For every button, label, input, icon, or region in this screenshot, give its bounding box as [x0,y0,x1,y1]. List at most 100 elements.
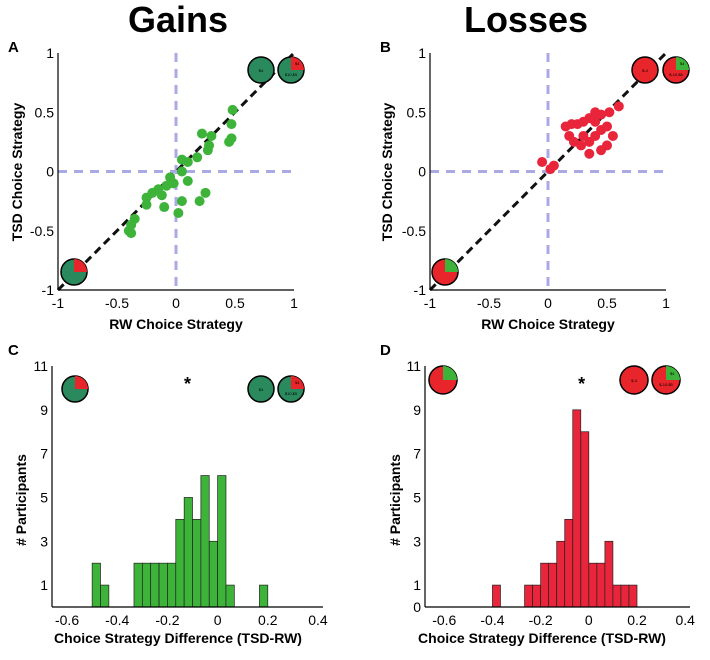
pie-label: $-4 [631,378,638,383]
x-tick-label: -1 [424,295,437,311]
x-tick-label: 1 [662,295,670,311]
y-tick-label: 11 [33,358,48,374]
pie-icon-all-red: $-4 [631,56,659,84]
panel-label-b: B [380,39,391,56]
x-tick-label: -1 [52,295,65,311]
scatter-point [196,128,207,139]
histogram-bars [492,409,638,608]
scatter-point [206,130,217,141]
histogram-bar [532,584,541,608]
x-axis-label: Choice Strategy Difference (TSD-RW) [418,630,666,646]
histogram-bar [133,562,143,608]
y-tick-label: 0.5 [407,104,427,120]
histogram-bar [596,562,606,608]
losses-title: Losses [464,0,588,40]
panel-d-histogram: -0.6 -0.4 -0.2 0 0.2 0.4 11 9 7 5 3 1 0 … [387,358,695,646]
y-tick-labels: 11 9 7 5 3 1 [33,358,48,593]
x-tick-label: -0.2 [155,612,179,628]
x-tick-label: 1 [290,295,298,311]
pie-label: $-10,$5 [659,382,673,387]
histogram-bar [548,562,558,608]
scatter-point [141,199,152,210]
scatter-point [161,180,172,191]
pie-icon-mixed: $4 $-10,$5 [662,56,690,84]
pie-label: $10,$5 [285,72,298,77]
y-tick-label: 1 [46,45,54,61]
x-tick-label: 0 [214,612,222,628]
y-tick-label: 0 [46,164,54,180]
pie-icon-mixed: $4 $10,$5 [277,375,305,403]
scatter-point [590,116,601,127]
scatter-point [176,166,187,177]
y-tick-label: 7 [413,446,421,462]
x-tick-label: -0.4 [480,612,504,628]
y-tick-label: 1 [40,577,48,593]
y-tick-labels: 1 0.5 0 -0.5 -1 [402,45,426,298]
panel-a-scatter: -1 -0.5 0 0.5 1 1 0.5 0 -0.5 -1 RW Choic… [9,45,305,332]
histogram-bar [208,540,218,608]
pie-icon-mixed: $4 $10,$5 [277,56,305,84]
histogram-bar [492,584,501,608]
y-tick-label: 9 [40,402,48,418]
x-tick-label: 0 [172,295,180,311]
y-tick-label: -0.5 [402,223,426,239]
scatter-point [226,119,237,130]
x-tick-labels: -1 -0.5 0 0.5 1 [52,295,298,311]
x-tick-label: 0 [544,295,552,311]
scatter-point [165,172,176,183]
histogram-bars [91,475,269,608]
pie-icon-quarter-red [61,375,89,403]
histogram-bar [91,562,101,608]
significance-marker: * [184,374,191,394]
histogram-bar [183,497,193,608]
y-tick-label: 3 [413,533,421,549]
x-axis-label: RW Choice Strategy [481,316,615,332]
data-points [123,104,238,239]
pie-label: $4 [295,380,300,385]
x-tick-label: -0.6 [432,612,456,628]
scatter-point [159,202,170,213]
y-axis-label: # Participants [13,454,29,546]
x-tick-label: -0.6 [55,612,79,628]
scatter-point [604,107,615,118]
panel-label-d: D [380,342,391,359]
scatter-point [584,148,595,159]
x-tick-label: 0.2 [627,612,647,628]
panel-b-scatter: -1 -0.5 0 0.5 1 1 0.5 0 -0.5 -1 RW Choic… [379,45,690,332]
y-axis-label: TSD Choice Strategy [379,103,395,242]
x-tick-label: 0.5 [597,295,617,311]
scatter-point [194,196,205,207]
histogram-bar [556,540,566,608]
scatter-point [176,196,187,207]
pie-label: $4 [670,371,675,376]
scatter-point [602,121,612,132]
panel-c-histogram: -0.6 -0.4 -0.2 0 0.2 0.4 11 9 7 5 3 1 * … [13,358,328,646]
x-tick-label: 0.5 [225,295,245,311]
x-tick-label: 0.4 [308,612,328,628]
y-tick-label: 9 [413,402,421,418]
histogram-bar [158,562,168,608]
histogram-bar [192,519,202,608]
pie-icon-quarter-green [428,365,458,395]
pie-icon-mixed: $4 $-10,$5 [651,365,681,395]
histogram-bar [259,584,269,608]
y-tick-label: -0.5 [30,223,54,239]
histogram-bar [628,584,638,608]
scatter-point [141,192,152,203]
pie-icon-quarter-green [431,258,459,286]
histogram-bar [572,409,582,608]
histogram-bar [225,584,235,608]
x-tick-label: -0.4 [105,612,129,628]
y-tick-label: 5 [40,489,48,505]
histogram-bar [564,519,574,608]
panel-label-c: C [8,342,19,359]
data-points [537,101,624,175]
x-tick-labels: -0.6 -0.4 -0.2 0 0.2 0.4 [55,612,328,628]
identity-line [428,51,668,292]
scatter-point [545,164,556,175]
identity-line [56,51,296,292]
pie-label: $4 [680,61,685,66]
pie-icon-all-red: $-4 [619,365,649,395]
scatter-point [126,228,137,239]
y-tick-label: 3 [40,533,48,549]
